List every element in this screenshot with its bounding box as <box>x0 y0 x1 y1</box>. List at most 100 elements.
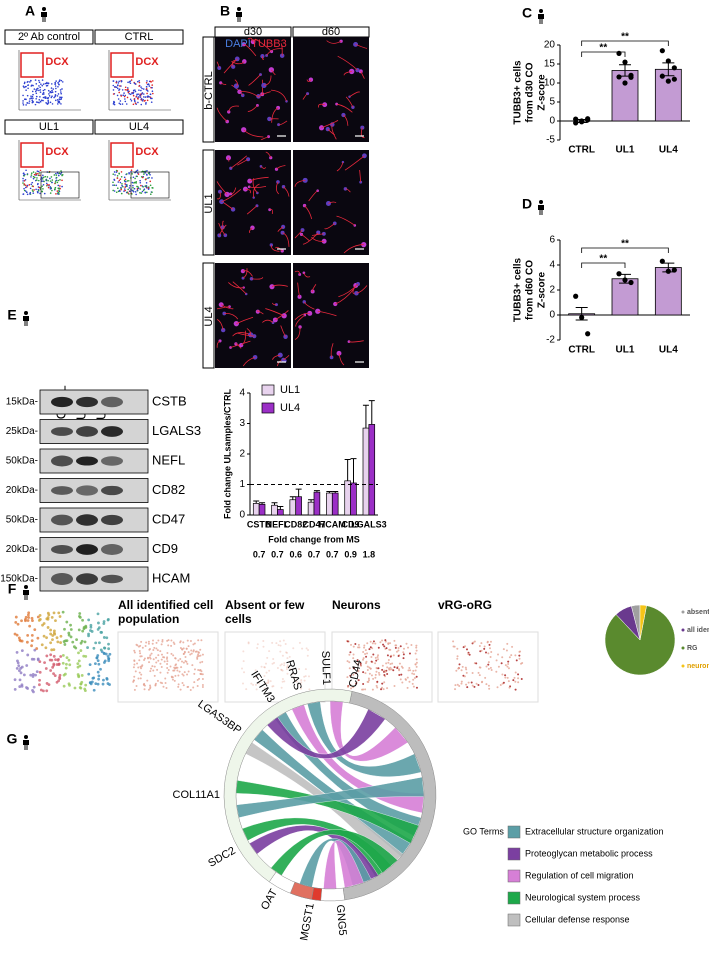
flow-dot <box>57 184 60 187</box>
tsne-dot <box>352 667 355 670</box>
flow-dot <box>112 173 115 175</box>
tsne-plot <box>331 631 433 703</box>
flow-dot <box>25 169 27 172</box>
flow-dot <box>41 84 44 87</box>
tsne-dot <box>171 678 174 681</box>
tsne-dot <box>144 644 147 647</box>
tsne-dot <box>408 680 411 683</box>
tsne-dot <box>252 683 255 686</box>
protein-label: LGALS3 <box>152 423 201 438</box>
tsne-dot <box>149 686 152 689</box>
tsne-dot <box>52 672 55 676</box>
tsne-dot <box>99 630 103 634</box>
tsne-dot <box>63 627 66 631</box>
tsne-dot <box>151 665 154 668</box>
legend-swatch <box>507 891 521 905</box>
flow-header-box <box>4 119 94 135</box>
neurite <box>258 91 271 97</box>
flow-dot <box>126 87 129 89</box>
tsne-dot <box>504 676 507 679</box>
tsne-dot <box>293 677 296 680</box>
y-tick-label: 2 <box>239 449 245 460</box>
flow-dot <box>59 185 61 187</box>
tsne-dot <box>157 659 160 662</box>
tsne-dot <box>363 646 366 649</box>
flow-dot <box>32 101 34 103</box>
icon-body <box>23 316 29 326</box>
tsne-dot <box>395 644 398 647</box>
flow-dot <box>119 100 122 102</box>
y-tick-label: 3 <box>239 418 245 429</box>
tsne-dot <box>389 662 392 665</box>
panel-label: B <box>220 3 230 19</box>
icon-head <box>42 7 46 11</box>
tsne-dot <box>369 667 372 670</box>
data-point <box>671 65 677 71</box>
data-point <box>573 116 579 122</box>
flow-dot <box>136 175 138 178</box>
flow-dot <box>42 83 45 85</box>
tsne-dot <box>247 642 250 645</box>
tsne-dot <box>152 669 155 672</box>
tsne-title: Neurons <box>332 598 381 612</box>
tsne-dot <box>275 642 278 645</box>
neurite <box>237 332 255 337</box>
data-point <box>585 331 591 337</box>
neurite <box>294 229 303 239</box>
neurite <box>257 310 264 315</box>
tsne-dot <box>69 628 73 631</box>
flow-dot <box>27 80 29 83</box>
flow-dot <box>115 86 118 88</box>
y-axis-label: Z-score <box>537 74 548 111</box>
tsne-dot <box>69 635 73 639</box>
tsne-dot <box>201 653 204 656</box>
tsne-dot <box>501 673 504 676</box>
flow-dot <box>58 188 60 190</box>
tsne-dot <box>255 675 258 678</box>
tsne-dot <box>487 667 490 670</box>
legend-label: neurons <box>687 663 709 670</box>
flow-dot <box>35 92 38 95</box>
tsne-dot <box>52 662 56 666</box>
tsne-dot <box>250 682 253 685</box>
flow-dot <box>58 83 60 86</box>
tsne-dot <box>62 673 66 677</box>
tsne-dot <box>366 652 369 655</box>
tsne-dot <box>51 665 55 669</box>
flow-header: UL1 <box>39 121 59 133</box>
row-label-box <box>202 149 215 256</box>
neurite <box>270 244 280 252</box>
tsne-dot <box>382 688 385 691</box>
tsne-dot <box>483 645 486 648</box>
tsne-dot <box>387 661 390 664</box>
tsne-dot <box>377 667 380 670</box>
neurite <box>271 107 279 123</box>
tsne-dot <box>147 640 150 643</box>
neurite <box>246 205 258 215</box>
tsne-dot <box>159 650 162 653</box>
flow-dot <box>32 171 35 173</box>
flow-dot <box>137 173 140 175</box>
tsne-dot <box>179 641 182 644</box>
tsne-dot <box>364 688 367 691</box>
flow-dot <box>55 80 57 82</box>
flow-dot <box>118 189 121 192</box>
flow-dot <box>45 101 47 104</box>
tsne-dot <box>25 640 29 644</box>
flow-dot <box>36 183 39 186</box>
flow-dot <box>140 89 142 92</box>
tsne-dot <box>196 656 199 659</box>
neurite <box>359 169 362 183</box>
tsne-dot <box>176 669 179 672</box>
nucleus <box>361 241 367 248</box>
tsne-dot <box>480 649 483 652</box>
flow-dot <box>141 92 144 94</box>
tsne-dot <box>63 643 67 646</box>
flow-dot <box>56 190 59 192</box>
tsne-dot <box>78 612 82 615</box>
flow-dot <box>120 192 123 195</box>
flow-dot <box>140 86 142 88</box>
tsne-dot <box>471 684 474 687</box>
flow-dot <box>148 85 151 87</box>
flow-dot <box>24 186 27 189</box>
